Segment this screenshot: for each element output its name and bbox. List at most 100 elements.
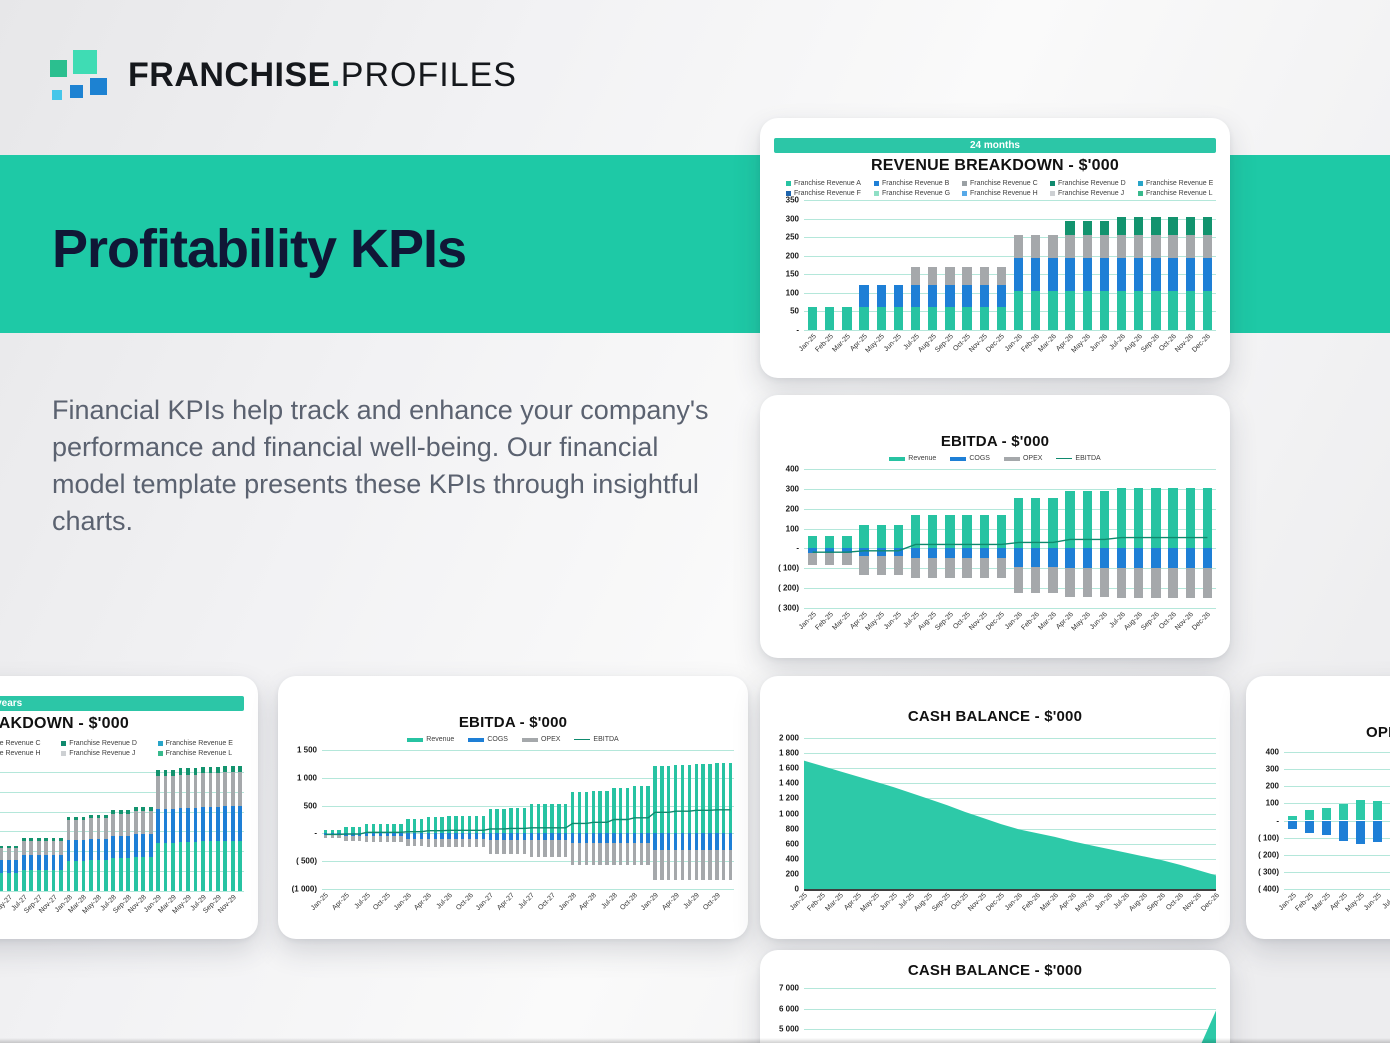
y-tick-label: 100	[1265, 798, 1279, 808]
plot-area	[804, 738, 1216, 891]
chart-title: EBITDA - $'000	[458, 714, 568, 731]
grid-line	[1284, 752, 1390, 753]
legend-marker-icon	[61, 740, 67, 746]
bar-segment	[605, 843, 609, 866]
bar-segment	[1151, 487, 1161, 549]
grid-line	[804, 255, 1216, 257]
revenue-breakdown-5y-chart: Jan-25Mar-25May-25Jul-25Sep-25Nov-25Jan-…	[0, 762, 246, 933]
bar-segment	[118, 813, 123, 836]
bar-segment	[216, 841, 220, 891]
y-tick-label: 100	[785, 524, 799, 534]
bar-segment	[89, 818, 93, 839]
bar-segment	[680, 849, 685, 880]
bar-segment	[673, 833, 678, 850]
bar-segment	[618, 833, 623, 844]
bar-segment	[399, 823, 403, 834]
bar-segment	[216, 806, 220, 842]
x-tick-label: Jul-27	[517, 892, 537, 911]
bar-segment	[721, 763, 726, 834]
y-tick-label: -	[1276, 816, 1279, 825]
chart-legend: Revenue COGS OPEX EBITDA	[760, 455, 1230, 462]
bar-segment	[1031, 566, 1041, 594]
grid-line	[0, 891, 244, 892]
bar-segment	[639, 833, 643, 844]
bar-segment	[910, 548, 921, 559]
bar-segment	[591, 790, 595, 834]
y-tick-label: 1 000	[778, 809, 799, 818]
bar-segment	[156, 809, 160, 843]
bar-segment	[667, 833, 671, 850]
bar-segment	[488, 833, 492, 840]
bar-segment	[979, 548, 989, 559]
bar-segment	[0, 872, 4, 891]
y-tick-label: 300	[785, 214, 799, 224]
x-tick-label: Mar-25	[831, 333, 852, 354]
plot-area	[804, 469, 1216, 609]
bar-segment	[474, 816, 479, 834]
bar-segment	[223, 765, 228, 773]
bar-segment	[543, 840, 547, 858]
bar-segment	[515, 839, 520, 854]
bar-segment	[1168, 216, 1178, 236]
bar-segment	[426, 833, 431, 839]
bar-segment	[876, 285, 886, 307]
legend-item: Franchise Revenue C	[962, 178, 1046, 188]
bar-segment	[1134, 548, 1144, 569]
bar-segment	[201, 841, 205, 891]
bar-segment	[104, 818, 108, 839]
bar-segment	[426, 838, 431, 847]
bar-segment	[133, 857, 138, 891]
bar-segment	[584, 843, 589, 866]
bar-segment	[51, 855, 56, 870]
bar-segment	[1082, 490, 1092, 549]
bar-segment	[687, 849, 692, 880]
chart-title: CASH BALANCE - $'000	[907, 962, 1083, 979]
bar-segment	[618, 787, 623, 834]
bar-segment	[216, 766, 220, 774]
bar-segment	[223, 805, 228, 841]
bar-segment	[385, 823, 389, 834]
y-axis: 400 300 200 100 - ( 100) ( 200) ( 300) ( 400)	[1254, 748, 1282, 894]
bar-segment	[509, 839, 513, 854]
legend-marker-icon	[1050, 180, 1055, 186]
bar-segment	[543, 833, 547, 841]
bar-segment	[1185, 235, 1195, 259]
legend-item: Franchise Revenue E	[157, 738, 250, 748]
bar-segment	[148, 833, 153, 858]
bar-segment	[467, 833, 472, 839]
grid-line	[804, 311, 1216, 313]
bar-segment	[979, 558, 989, 579]
brand-dot: .	[330, 55, 341, 94]
x-tick-label: Jun-25	[883, 333, 904, 354]
bar-segment	[639, 843, 643, 866]
legend-item: Franchise Revenue G	[874, 188, 958, 198]
bar-segment	[529, 803, 534, 834]
bar-segment	[715, 849, 719, 880]
bar-segment	[625, 787, 630, 834]
x-tick-label: Jun-26	[1093, 892, 1114, 913]
y-axis: 1 500 1 000 500 - ( 500) (1 000)	[286, 746, 320, 894]
bar-segment	[807, 306, 818, 330]
bar-segment	[1082, 567, 1092, 598]
bar-segment	[842, 552, 852, 566]
legend-marker-icon	[962, 180, 967, 186]
legend-label: Franchise Revenue A	[794, 179, 861, 187]
legend-label: Revenue	[908, 455, 937, 462]
bar-segment	[1065, 567, 1075, 598]
period-badge: 5 years	[0, 696, 244, 711]
bar-segment	[148, 806, 153, 811]
bar-segment	[148, 857, 153, 891]
bar-segment	[1134, 568, 1144, 599]
bar-segment	[708, 849, 712, 880]
bar-segment	[979, 306, 989, 330]
chart-title: CASH BALANCE - $'000	[907, 708, 1083, 725]
bar-segment	[488, 839, 492, 854]
bar-segment	[1048, 258, 1058, 291]
x-tick-label: Feb-25	[814, 611, 835, 632]
bar-segment	[1031, 235, 1041, 259]
bar-segment	[178, 768, 183, 775]
bar-segment	[474, 833, 479, 839]
bar-segment	[1013, 258, 1024, 291]
bar-segment	[979, 285, 989, 307]
